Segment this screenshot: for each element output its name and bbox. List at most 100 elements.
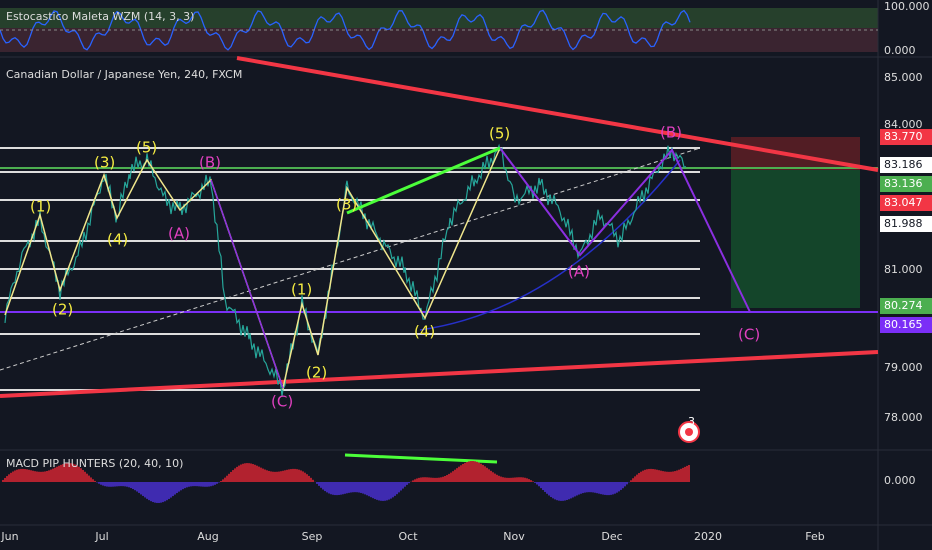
macd-bar <box>522 477 524 482</box>
macd-bar <box>644 469 646 482</box>
macd-bar <box>668 471 670 482</box>
macd-bar <box>134 482 136 491</box>
macd-bar <box>332 482 334 495</box>
macd-bar <box>196 482 198 487</box>
macd-bar <box>14 470 16 482</box>
macd-bar <box>16 469 18 482</box>
macd-bar <box>658 470 660 482</box>
wave-label: (1) <box>291 281 312 299</box>
macd-bar <box>500 476 502 482</box>
macd-bar <box>36 471 38 482</box>
macd-bar <box>476 461 478 482</box>
macd-bar <box>86 473 88 482</box>
macd-bar <box>174 482 176 495</box>
macd-bar <box>188 482 190 487</box>
macd-bar <box>248 463 250 482</box>
macd-bar <box>462 463 464 482</box>
macd-bar <box>266 470 268 482</box>
macd-bar <box>34 471 36 482</box>
macd-bar <box>290 469 292 482</box>
macd-bar <box>610 482 612 495</box>
macd-bar <box>320 482 322 488</box>
macd-bar <box>56 466 58 482</box>
macd-bar <box>62 464 64 482</box>
macd-bar <box>424 477 426 482</box>
macd-bar <box>336 482 338 496</box>
macd-bar <box>356 482 358 493</box>
price-label: 83.186 <box>884 158 923 171</box>
macd-bar <box>656 469 658 482</box>
price-label: 80.165 <box>884 318 923 331</box>
macd-bar <box>438 477 440 482</box>
macd-bar <box>420 477 422 482</box>
macd-bar <box>594 482 596 493</box>
macd-bar <box>550 482 552 498</box>
macd-bar <box>114 482 116 487</box>
macd-bar <box>258 466 260 482</box>
macd-bar <box>204 482 206 487</box>
macd-bar <box>4 477 6 482</box>
macd-bar <box>400 482 402 491</box>
macd-bar <box>300 470 302 482</box>
macd-bar <box>674 471 676 482</box>
macd-bar <box>374 482 376 500</box>
macd-bar <box>650 468 652 482</box>
macd-bar <box>364 482 366 495</box>
macd-bar <box>470 461 472 482</box>
wave-label: (C) <box>738 326 760 344</box>
macd-bar <box>172 482 174 497</box>
macd-histogram <box>2 461 690 503</box>
price-label: 0.000 <box>884 474 916 487</box>
macd-bar <box>394 482 396 496</box>
macd-bar <box>526 478 528 482</box>
wave-label: (C) <box>271 393 293 411</box>
macd-bar <box>8 474 10 482</box>
macd-bar <box>110 482 112 487</box>
macd-bar <box>184 482 186 489</box>
macd-bar <box>26 469 28 482</box>
macd-bar <box>130 482 132 489</box>
wave-label: (4) <box>414 323 435 341</box>
macd-bar <box>212 482 214 486</box>
macd-bar <box>298 469 300 482</box>
macd-bar <box>482 464 484 482</box>
macd-bar <box>418 477 420 482</box>
price-label: 83.136 <box>884 177 923 190</box>
macd-bar <box>316 482 318 484</box>
macd-bar <box>426 477 428 482</box>
macd-bar <box>384 482 386 501</box>
macd-bar <box>210 482 212 487</box>
macd-bar <box>260 467 262 482</box>
macd-bar <box>604 482 606 495</box>
macd-bar <box>676 470 678 482</box>
macd-bar <box>138 482 140 493</box>
macd-bar <box>504 477 506 482</box>
macd-bar <box>590 482 592 493</box>
stoch-path <box>0 9 691 51</box>
macd-bar <box>396 482 398 495</box>
macd-bar <box>262 468 264 482</box>
macd-bar <box>296 469 298 482</box>
macd-bar <box>32 470 34 482</box>
macd-bar <box>376 482 378 500</box>
macd-bar <box>278 471 280 482</box>
price-tag-bg <box>880 298 932 314</box>
macd-bar <box>240 464 242 482</box>
price-label: 81.000 <box>884 263 923 276</box>
stoch-title: Estocastico Maleta WZM (14, 3, 3) <box>6 10 194 23</box>
macd-bar <box>200 482 202 487</box>
price-tag-bg <box>880 195 932 211</box>
macd-bar <box>268 470 270 482</box>
macd-bar <box>244 463 246 482</box>
macd-bar <box>276 471 278 482</box>
macd-bar <box>294 468 296 482</box>
macd-bar <box>220 481 222 482</box>
macd-bar <box>100 482 102 485</box>
macd-bar <box>306 474 308 482</box>
macd-bar <box>580 482 582 494</box>
macd-bar <box>460 465 462 482</box>
macd-bar <box>578 482 580 495</box>
macd-bar <box>428 477 430 482</box>
macd-bar <box>486 467 488 482</box>
macd-bar <box>270 471 272 482</box>
